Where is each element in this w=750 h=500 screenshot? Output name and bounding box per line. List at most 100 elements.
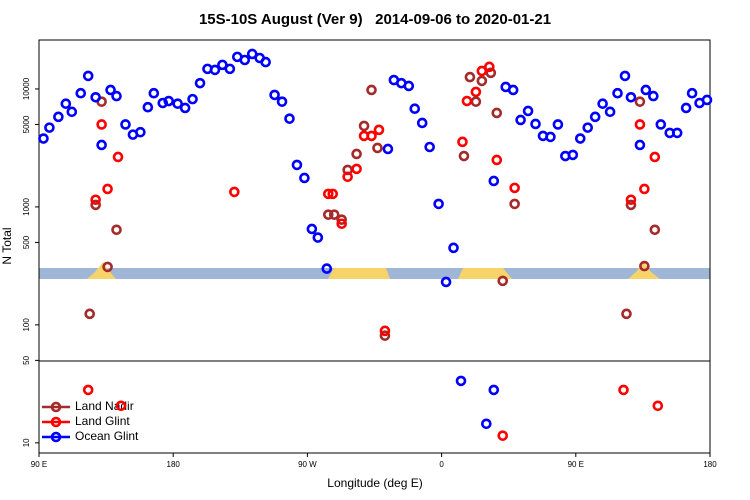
data-point [625, 194, 637, 206]
data-point [102, 261, 113, 273]
data-point [612, 87, 623, 99]
data-point [82, 70, 94, 82]
data-point [90, 194, 101, 206]
legend-marker [50, 431, 62, 443]
data-point [172, 98, 183, 109]
data-point [625, 199, 637, 211]
data-point [84, 308, 95, 320]
data-point [111, 90, 122, 102]
data-point [481, 418, 492, 430]
data-point [358, 120, 370, 132]
data-point [671, 127, 683, 139]
data-point [111, 224, 122, 236]
data-point [44, 122, 55, 133]
data-point [625, 91, 637, 103]
legend-label: Ocean Glint [75, 429, 139, 443]
data-point [552, 119, 564, 130]
data-point [476, 65, 488, 77]
legend-label: Land Glint [75, 414, 130, 428]
data-point [621, 308, 632, 320]
legend-marker [50, 401, 62, 413]
data-point [484, 61, 495, 73]
y-tick-label: 100 [22, 318, 31, 332]
data-point [597, 98, 608, 109]
data-point [66, 106, 78, 118]
land-mask [39, 262, 710, 279]
y-tick-label: 1000 [22, 197, 31, 215]
data-point [82, 384, 94, 396]
data-point [379, 330, 391, 341]
data-point [491, 154, 503, 166]
data-point [115, 400, 127, 412]
data-point [246, 48, 258, 60]
data-point [424, 141, 435, 153]
x-tick-label: 90 E [31, 460, 47, 469]
chart-title: 15S-10S August (Ver 9) 2014-09-06 to 202… [199, 11, 551, 28]
data-point [90, 199, 101, 211]
data-point [649, 151, 661, 163]
data-point [448, 242, 459, 254]
data-point [38, 133, 49, 144]
data-point [640, 84, 652, 96]
data-point [372, 142, 383, 154]
data-point [322, 209, 334, 220]
data-point [491, 107, 503, 119]
data-point [701, 94, 713, 106]
data-point [179, 102, 191, 114]
data-point [276, 96, 288, 107]
data-point [366, 130, 377, 142]
data-point [291, 159, 303, 171]
data-point [90, 91, 101, 103]
data-point [589, 111, 601, 123]
data-point [342, 171, 353, 183]
y-tick-label: 500 [22, 235, 31, 249]
data-point [328, 209, 340, 220]
data-point [604, 106, 616, 118]
x-tick-label: 90 W [298, 460, 317, 469]
data-point [312, 232, 324, 243]
data-point [135, 126, 146, 138]
data-point [509, 182, 520, 194]
data-point [440, 276, 452, 288]
data-point [102, 183, 113, 195]
x-tick-label: 180 [167, 460, 181, 469]
data-point [260, 56, 271, 68]
data-point [639, 260, 650, 272]
data-point [351, 148, 362, 160]
data-point [157, 97, 169, 109]
data-point [461, 95, 473, 107]
data-point [515, 114, 526, 126]
data-point [634, 139, 646, 151]
data-point [488, 384, 500, 396]
y-tick-label: 50 [22, 355, 31, 364]
data-point [224, 63, 236, 75]
data-point [229, 186, 240, 198]
data-point [336, 214, 347, 225]
data-point [373, 124, 385, 136]
data-point [269, 89, 280, 101]
data-point [464, 71, 476, 83]
data-point [470, 96, 482, 107]
data-point [619, 70, 631, 82]
data-point [582, 122, 594, 133]
x-axis-label: Longitude (deg E) [327, 476, 422, 490]
data-point [366, 84, 377, 96]
data-point [545, 131, 556, 143]
data-point [194, 77, 206, 89]
data-point [416, 117, 428, 129]
data-point [634, 96, 646, 107]
data-point [680, 102, 692, 114]
data-point [649, 224, 661, 236]
data-point [306, 223, 318, 235]
data-point [96, 139, 107, 151]
data-point [351, 163, 362, 175]
data-point [639, 183, 650, 195]
data-point [382, 143, 394, 155]
data-point [163, 95, 175, 107]
data-point [648, 90, 659, 102]
data-point [112, 151, 124, 163]
data-point [618, 384, 629, 396]
data-point [574, 133, 586, 144]
